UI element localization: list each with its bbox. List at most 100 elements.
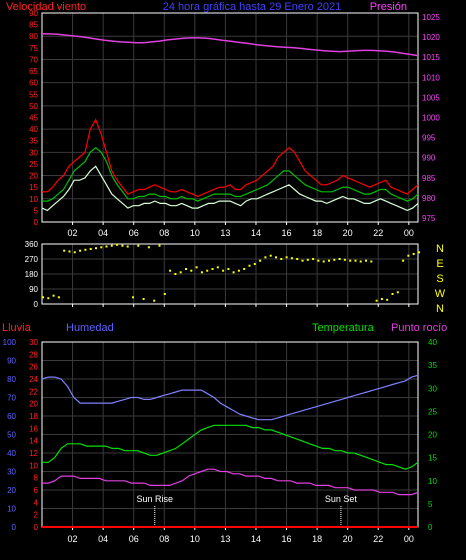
- direction-point: [105, 245, 108, 248]
- wind-y-tick-label: 40: [29, 125, 38, 134]
- sun-marker-label: Sun Set: [325, 494, 358, 504]
- wind-x-tick-label: 13: [220, 228, 230, 238]
- direction-point: [206, 269, 209, 272]
- rain-y-tick-label: 8: [34, 474, 39, 483]
- wind-x-tick-label: 22: [373, 228, 383, 238]
- humidity-x-tick-label: 13: [220, 534, 230, 544]
- pressure-y-tick-label: 1015: [422, 53, 440, 62]
- wind-y-tick-label: 15: [29, 183, 38, 192]
- pressure-y-tick-label: 1010: [422, 73, 440, 82]
- wind-y-tick-label: 5: [34, 206, 39, 215]
- direction-point: [396, 291, 399, 294]
- wind-x-tick-label: 06: [129, 228, 139, 238]
- humidity-y-tick-label: 10: [7, 505, 16, 514]
- temperature-y-tick-label: 35: [428, 361, 437, 370]
- dewpoint-title: Punto rocío: [391, 322, 447, 334]
- direction-point: [63, 249, 66, 252]
- direction-point: [301, 259, 304, 262]
- temperature-y-tick-label: 10: [428, 477, 437, 486]
- direction-y-tick-label: 90: [29, 285, 38, 294]
- wind-x-tick-label: 10: [190, 228, 200, 238]
- direction-point: [227, 268, 230, 270]
- direction-point: [322, 260, 325, 263]
- direction-point: [312, 258, 315, 260]
- temperature-line: [42, 424, 419, 470]
- pressure-title: Presión: [370, 1, 407, 13]
- pressure-y-tick-label: 985: [422, 174, 436, 183]
- temp-humidity-panel: 0102030405060708090100024681012141618202…: [3, 338, 438, 544]
- humidity-x-tick-label: 14: [251, 534, 261, 544]
- wind-x-tick-label: 14: [251, 228, 261, 238]
- direction-compass-label: N: [436, 243, 444, 255]
- direction-point: [407, 254, 410, 257]
- direction-point: [100, 246, 103, 249]
- wind-x-tick-label: 18: [312, 228, 322, 238]
- pressure-y-tick-label: 1005: [422, 93, 440, 102]
- wind-y-tick-label: 20: [29, 172, 38, 181]
- direction-point: [68, 250, 71, 253]
- direction-point: [174, 273, 177, 275]
- direction-point: [47, 297, 50, 300]
- direction-point: [269, 254, 272, 257]
- direction-point: [179, 271, 182, 274]
- humidity-x-tick-label: 18: [312, 534, 322, 544]
- wind-x-tick-label: 04: [98, 228, 108, 238]
- direction-point: [73, 251, 76, 254]
- direction-point: [200, 271, 203, 274]
- direction-point: [343, 258, 346, 261]
- rain-y-tick-label: 6: [34, 486, 39, 495]
- direction-compass-label: E: [436, 258, 443, 270]
- sun-marker-label: Sun Rise: [137, 494, 174, 504]
- direction-point: [338, 258, 341, 260]
- direction-point: [290, 257, 293, 260]
- temperature-y-tick-label: 20: [428, 431, 437, 440]
- direction-point: [243, 268, 246, 270]
- wind-x-tick-label: 08: [159, 228, 169, 238]
- direction-point: [280, 258, 283, 260]
- direction-point: [84, 248, 87, 251]
- direction-point: [306, 258, 309, 261]
- direction-point: [328, 259, 330, 262]
- direction-point: [158, 244, 161, 247]
- direction-point: [190, 269, 193, 272]
- direction-point: [232, 271, 235, 274]
- pressure-y-tick-label: 1025: [422, 13, 440, 22]
- direction-y-tick-label: 0: [34, 300, 39, 309]
- humidity-y-tick-label: 80: [7, 375, 16, 384]
- humidity-x-tick-label: 00: [404, 534, 414, 544]
- direction-point: [169, 269, 172, 272]
- wind-x-tick-label: 16: [282, 228, 292, 238]
- direction-y-tick-label: 270: [25, 255, 39, 264]
- humidity-y-tick-label: 20: [7, 486, 16, 495]
- rain-y-tick-label: 16: [29, 424, 38, 433]
- humidity-line: [41, 374, 419, 421]
- rain-y-tick-label: 28: [29, 350, 38, 359]
- pressure-y-tick-label: 980: [422, 194, 436, 203]
- rain-title: Lluvia: [2, 322, 32, 334]
- wind-y-tick-label: 10: [29, 195, 38, 204]
- rain-y-tick-label: 0: [34, 523, 39, 532]
- wind-panel-frame: [41, 12, 419, 223]
- wind-y-tick-label: 80: [29, 32, 38, 41]
- wind-y-tick-label: 65: [29, 67, 38, 76]
- direction-point: [110, 244, 113, 247]
- direction-point: [418, 251, 420, 254]
- direction-point: [57, 296, 60, 299]
- direction-point: [126, 245, 129, 248]
- pressure-y-tick-label: 1020: [422, 33, 440, 42]
- temperature-title: Temperatura: [312, 322, 375, 334]
- direction-point: [386, 298, 389, 301]
- direction-point: [296, 258, 299, 260]
- wind-y-tick-label: 85: [29, 21, 38, 30]
- direction-point: [121, 244, 124, 247]
- wind-y-tick-label: 75: [29, 44, 38, 53]
- direction-point: [253, 263, 256, 265]
- temperature-y-tick-label: 0: [428, 523, 433, 532]
- humidity-x-tick-label: 02: [68, 534, 78, 544]
- humidity-title: Humedad: [66, 322, 114, 334]
- direction-compass-label: S: [436, 273, 443, 285]
- rain-y-tick-label: 10: [29, 461, 38, 470]
- wind-x-tick-label: 00: [404, 228, 414, 238]
